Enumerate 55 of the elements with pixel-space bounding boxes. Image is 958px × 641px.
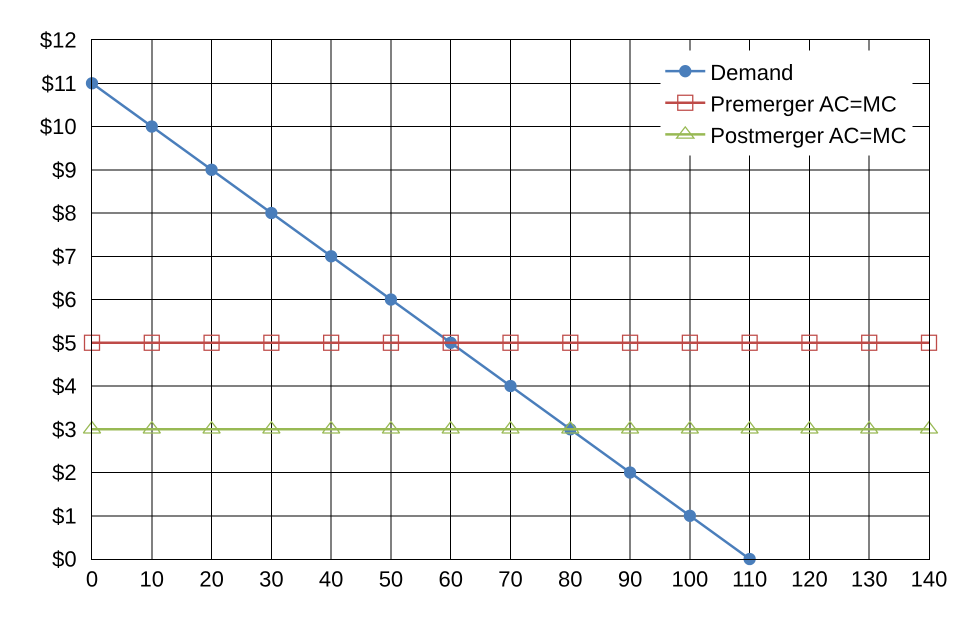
x-tick-label: 120 bbox=[791, 566, 828, 592]
x-tick-label: 0 bbox=[86, 566, 98, 592]
x-tick-label: 90 bbox=[618, 566, 642, 592]
point bbox=[743, 552, 756, 566]
legend-label: Premerger AC=MC bbox=[710, 91, 897, 116]
point bbox=[861, 334, 878, 351]
x-tick-label: 50 bbox=[378, 566, 404, 592]
y-tick-label: $9 bbox=[52, 157, 77, 182]
x-tick-label: 100 bbox=[672, 566, 708, 592]
point bbox=[203, 334, 220, 351]
x-tick-label: 60 bbox=[438, 566, 463, 592]
point bbox=[684, 510, 696, 522]
x-tick-label: 70 bbox=[498, 566, 523, 592]
y-tick-label: $3 bbox=[52, 416, 77, 442]
point bbox=[265, 206, 278, 220]
point bbox=[205, 164, 218, 176]
legend-label: Demand bbox=[710, 60, 794, 85]
point bbox=[622, 334, 638, 351]
x-tick-label: 10 bbox=[140, 566, 164, 592]
point bbox=[322, 334, 340, 351]
x-tick-label: 140 bbox=[910, 566, 948, 592]
y-tick-label: $10 bbox=[40, 114, 77, 140]
point bbox=[741, 334, 758, 351]
y-tick-label: $1 bbox=[52, 503, 77, 528]
point bbox=[382, 334, 400, 351]
point bbox=[144, 334, 160, 351]
x-tick-label: 30 bbox=[259, 566, 284, 592]
x-tick-label: 110 bbox=[732, 566, 768, 592]
y-tick-label: $4 bbox=[52, 374, 77, 399]
y-tick-label: $8 bbox=[52, 200, 77, 226]
point bbox=[86, 77, 98, 90]
y-tick-label: $0 bbox=[52, 546, 77, 572]
x-tick-label: 130 bbox=[850, 566, 888, 592]
x-tick-label: 20 bbox=[199, 566, 224, 592]
point bbox=[682, 334, 698, 351]
x-tick-label: 40 bbox=[318, 566, 344, 592]
y-tick-label: $2 bbox=[52, 460, 77, 486]
y-tick-label: $12 bbox=[40, 28, 77, 53]
point bbox=[263, 334, 280, 351]
legend-label: Postmerger AC=MC bbox=[710, 122, 907, 148]
point bbox=[384, 293, 398, 306]
point bbox=[562, 334, 578, 351]
point bbox=[84, 334, 100, 351]
y-tick-label: $7 bbox=[52, 244, 77, 269]
point bbox=[920, 334, 938, 351]
y-tick-label: $11 bbox=[42, 70, 77, 96]
point bbox=[801, 334, 818, 351]
y-tick-label: $6 bbox=[52, 287, 77, 312]
point bbox=[504, 380, 517, 392]
point bbox=[146, 120, 158, 133]
point bbox=[502, 334, 519, 351]
point bbox=[624, 466, 636, 479]
x-tick-label: 80 bbox=[558, 566, 583, 592]
y-tick-label: $5 bbox=[52, 330, 77, 356]
point bbox=[324, 250, 338, 262]
